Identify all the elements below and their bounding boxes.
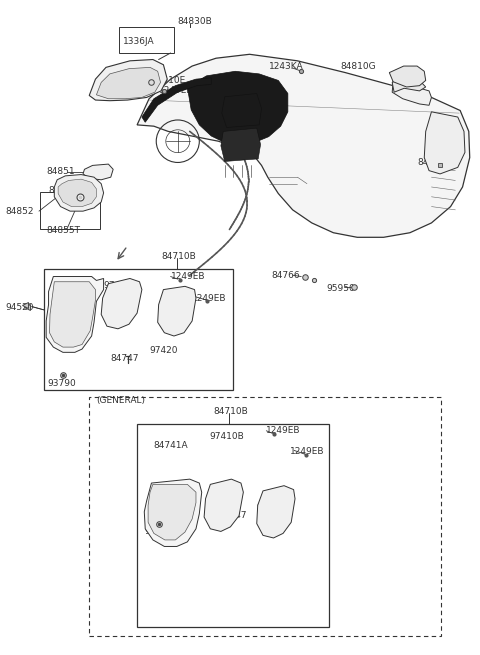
Polygon shape <box>392 81 432 105</box>
Text: 1336JA: 1336JA <box>123 37 155 47</box>
Text: 84855T: 84855T <box>46 226 80 235</box>
Text: 1249EB: 1249EB <box>170 272 205 281</box>
Polygon shape <box>221 128 261 162</box>
Bar <box>119 27 174 53</box>
Text: 84747: 84747 <box>111 354 139 364</box>
Text: 1249EB: 1249EB <box>266 426 301 436</box>
Text: 84810G: 84810G <box>340 62 376 71</box>
Text: 97410B: 97410B <box>209 432 244 441</box>
Polygon shape <box>96 67 160 99</box>
Text: 94520: 94520 <box>5 303 34 312</box>
Text: 1243KA: 1243KA <box>269 62 303 71</box>
Polygon shape <box>148 484 196 540</box>
Text: 84851: 84851 <box>46 168 75 176</box>
Text: 84830B: 84830B <box>178 17 213 26</box>
Text: 97420: 97420 <box>149 346 178 355</box>
Text: 1249EB: 1249EB <box>158 86 193 96</box>
Text: 84747: 84747 <box>218 511 247 519</box>
Polygon shape <box>424 112 465 174</box>
Polygon shape <box>144 479 202 546</box>
Text: 84741A: 84741A <box>56 290 90 299</box>
Polygon shape <box>157 286 196 336</box>
Text: 1249EB: 1249EB <box>290 447 325 456</box>
Text: 84852: 84852 <box>5 207 34 215</box>
Text: 84741A: 84741A <box>154 441 189 450</box>
Text: 84766: 84766 <box>271 271 300 280</box>
Text: 84710B: 84710B <box>161 252 196 261</box>
Polygon shape <box>49 282 96 347</box>
Text: 95950: 95950 <box>326 284 355 293</box>
Text: 97410B: 97410B <box>104 280 138 290</box>
Polygon shape <box>389 66 426 87</box>
Bar <box>40 191 100 229</box>
Text: 84825: 84825 <box>417 159 445 167</box>
Text: 93790: 93790 <box>144 527 173 536</box>
Bar <box>89 398 441 636</box>
Text: 94510E: 94510E <box>152 76 186 85</box>
Polygon shape <box>222 94 262 128</box>
Polygon shape <box>257 485 295 538</box>
Text: 84710B: 84710B <box>214 407 249 417</box>
Polygon shape <box>58 179 96 206</box>
Polygon shape <box>54 174 104 211</box>
Text: 86593A: 86593A <box>48 186 84 195</box>
Polygon shape <box>187 71 288 145</box>
Polygon shape <box>83 164 113 179</box>
Text: (GENERAL): (GENERAL) <box>96 396 145 405</box>
Polygon shape <box>89 60 167 101</box>
Polygon shape <box>142 78 211 122</box>
Polygon shape <box>392 76 426 92</box>
Bar <box>44 269 233 390</box>
Polygon shape <box>204 479 243 531</box>
Text: 97420: 97420 <box>257 503 285 512</box>
Polygon shape <box>46 276 104 352</box>
Polygon shape <box>101 278 142 329</box>
Polygon shape <box>137 54 470 237</box>
Text: 1249EB: 1249EB <box>192 294 227 303</box>
Bar <box>137 424 328 627</box>
Text: 93790: 93790 <box>48 379 76 388</box>
